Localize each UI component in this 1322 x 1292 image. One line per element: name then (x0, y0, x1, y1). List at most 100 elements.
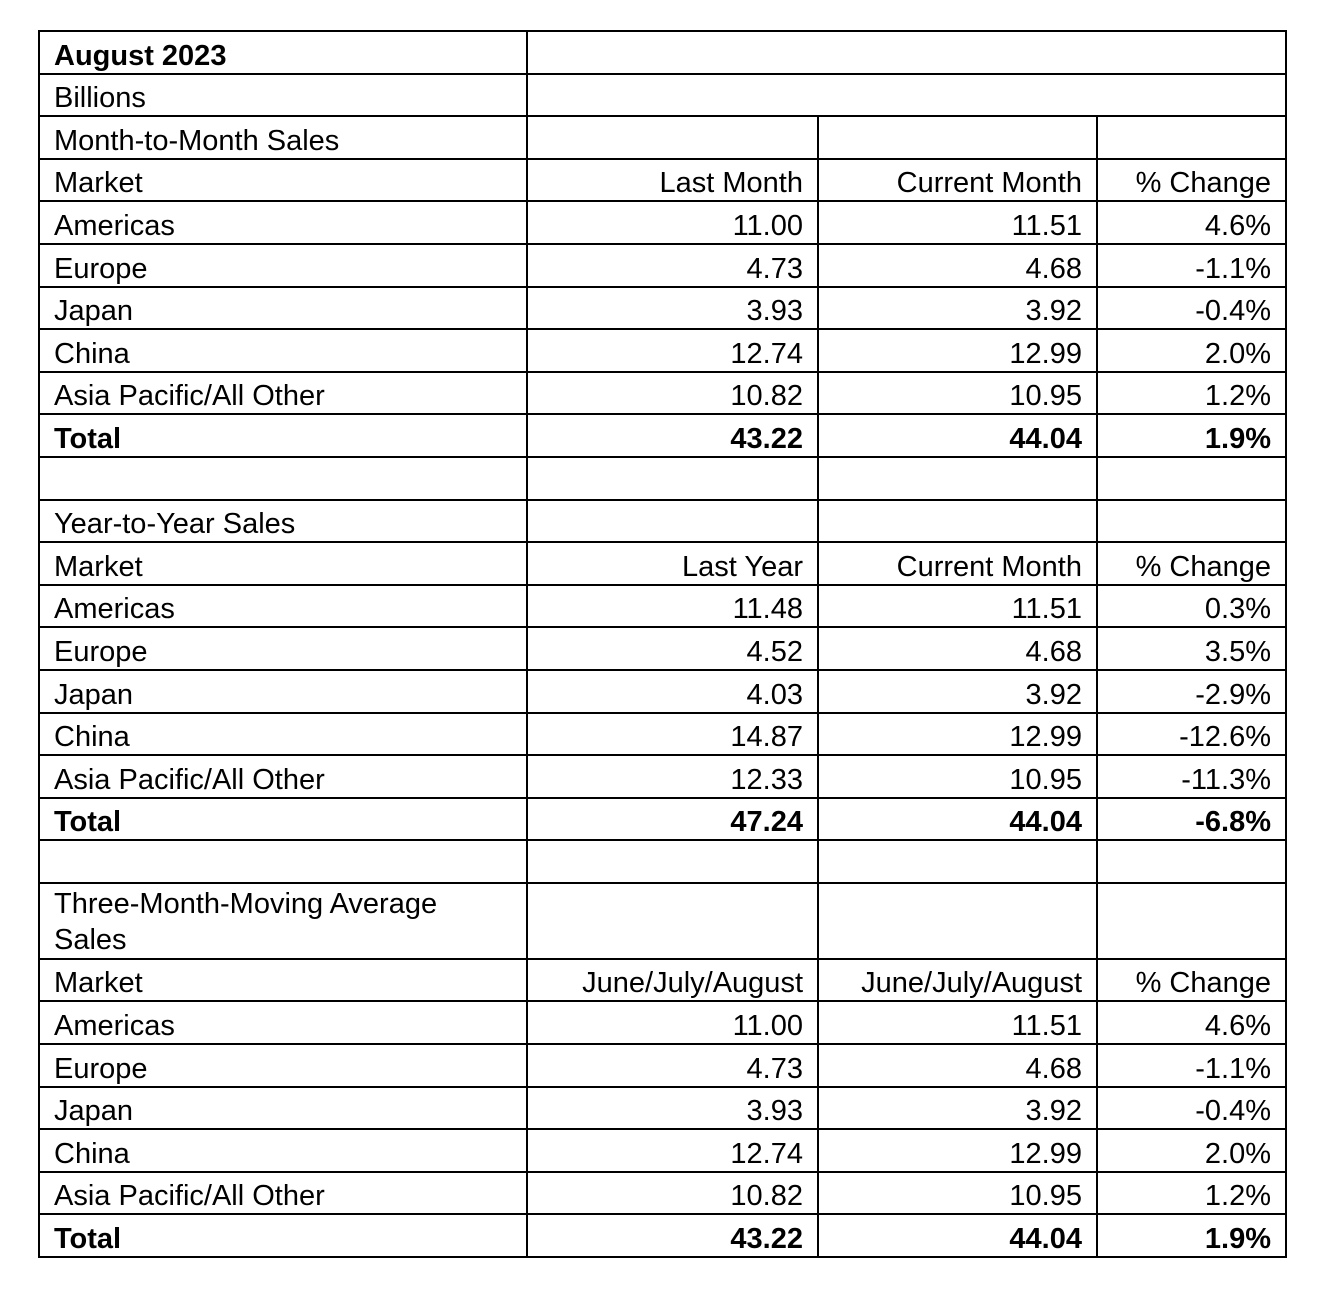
current-period-header: June/July/August (817, 957, 1098, 1003)
prior-value-cell: 4.73 (526, 1043, 819, 1088)
percent-change-header: % Change (1096, 957, 1287, 1003)
current-value-cell: 4.68 (817, 1043, 1098, 1088)
blank-cell (526, 839, 819, 884)
sales-table: August 2023 Billions Month-to-Month Sale… (38, 30, 1287, 1259)
table-row: Europe 4.52 4.68 3.5% (38, 626, 1287, 671)
prior-value-cell: 14.87 (526, 711, 819, 757)
percent-change-cell: 2.0% (1096, 1128, 1287, 1173)
percent-change-cell: -2.9% (1096, 668, 1287, 714)
current-period-header: Current Month (817, 541, 1098, 586)
total-percent-change: -6.8% (1096, 796, 1287, 842)
percent-change-header: % Change (1096, 541, 1287, 586)
blank-cell (526, 498, 819, 544)
table-row: Americas 11.00 11.51 4.6% (38, 1000, 1287, 1046)
market-header: Market (38, 157, 528, 203)
prior-value-cell: 4.73 (526, 242, 819, 288)
total-prior-value: 47.24 (526, 796, 819, 842)
table-row: Americas 11.48 11.51 0.3% (38, 583, 1287, 629)
total-label: Total (38, 796, 528, 842)
section-title-row: Month-to-Month Sales (38, 115, 1287, 160)
prior-value-cell: 4.52 (526, 626, 819, 671)
market-name-cell: Asia Pacific/All Other (38, 754, 528, 799)
table-row: Europe 4.73 4.68 -1.1% (38, 1043, 1287, 1088)
table-row: China 14.87 12.99 -12.6% (38, 711, 1287, 757)
total-prior-value: 43.22 (526, 413, 819, 458)
market-name-cell: Japan (38, 668, 528, 714)
section-title: Three-Month-Moving Average Sales (38, 881, 528, 960)
current-value-cell: 10.95 (817, 1170, 1098, 1216)
market-name-cell: Americas (38, 200, 528, 245)
total-prior-value: 43.22 (526, 1213, 819, 1259)
total-label: Total (38, 1213, 528, 1259)
prior-value-cell: 10.82 (526, 370, 819, 416)
current-value-cell: 3.92 (817, 1085, 1098, 1131)
blank-cell (1096, 881, 1287, 960)
section-title: Year-to-Year Sales (38, 498, 528, 544)
table-row: Japan 3.93 3.92 -0.4% (38, 285, 1287, 331)
total-row: Total 43.22 44.04 1.9% (38, 413, 1287, 458)
market-name-cell: Americas (38, 1000, 528, 1046)
prior-value-cell: 11.48 (526, 583, 819, 629)
current-value-cell: 3.92 (817, 285, 1098, 331)
current-value-cell: 10.95 (817, 754, 1098, 799)
total-row: Total 43.22 44.04 1.9% (38, 1213, 1287, 1259)
table-row: Europe 4.73 4.68 -1.1% (38, 242, 1287, 288)
market-name-cell: Japan (38, 285, 528, 331)
market-name-cell: Asia Pacific/All Other (38, 370, 528, 416)
percent-change-cell: 0.3% (1096, 583, 1287, 629)
current-period-header: Current Month (817, 157, 1098, 203)
current-value-cell: 11.51 (817, 1000, 1098, 1046)
prior-value-cell: 3.93 (526, 285, 819, 331)
prior-period-header: June/July/August (526, 957, 819, 1003)
market-name-cell: Europe (38, 626, 528, 671)
current-value-cell: 12.99 (817, 711, 1098, 757)
table-row: Asia Pacific/All Other 12.33 10.95 -11.3% (38, 754, 1287, 799)
table-row: Americas 11.00 11.51 4.6% (38, 200, 1287, 245)
current-value-cell: 11.51 (817, 200, 1098, 245)
table-row: Asia Pacific/All Other 10.82 10.95 1.2% (38, 370, 1287, 416)
blank-cell (526, 72, 1287, 118)
table-row: Japan 3.93 3.92 -0.4% (38, 1085, 1287, 1131)
blank-cell (817, 839, 1098, 884)
prior-value-cell: 11.00 (526, 1000, 819, 1046)
percent-change-cell: 1.2% (1096, 370, 1287, 416)
percent-change-cell: -11.3% (1096, 754, 1287, 799)
current-value-cell: 11.51 (817, 583, 1098, 629)
blank-cell (38, 839, 528, 884)
blank-cell (38, 455, 528, 501)
market-name-cell: Europe (38, 1043, 528, 1088)
units-label: Billions (38, 72, 528, 118)
column-header-row: Market June/July/August June/July/August% … (38, 957, 1287, 1003)
market-name-cell: China (38, 711, 528, 757)
column-header-row: Market Last Month Current Month% Change (38, 157, 1287, 203)
prior-period-header: Last Year (526, 541, 819, 586)
market-name-cell: Japan (38, 1085, 528, 1131)
market-name-cell: Europe (38, 242, 528, 288)
section-title: Month-to-Month Sales (38, 115, 528, 160)
percent-change-cell: 4.6% (1096, 1000, 1287, 1046)
market-name-cell: Americas (38, 583, 528, 629)
percent-change-cell: -1.1% (1096, 242, 1287, 288)
market-header: Market (38, 541, 528, 586)
prior-value-cell: 11.00 (526, 200, 819, 245)
total-current-value: 44.04 (817, 796, 1098, 842)
blank-cell (1096, 839, 1287, 884)
current-value-cell: 3.92 (817, 668, 1098, 714)
prior-period-header: Last Month (526, 157, 819, 203)
section-title-row: Year-to-Year Sales (38, 498, 1287, 544)
column-header-row: Market Last Year Current Month% Change (38, 541, 1287, 586)
percent-change-cell: 4.6% (1096, 200, 1287, 245)
prior-value-cell: 12.33 (526, 754, 819, 799)
prior-value-cell: 10.82 (526, 1170, 819, 1216)
blank-cell (817, 455, 1098, 501)
percent-change-cell: -12.6% (1096, 711, 1287, 757)
percent-change-cell: -1.1% (1096, 1043, 1287, 1088)
report-title-row: August 2023 (38, 30, 1287, 75)
market-name-cell: China (38, 1128, 528, 1173)
sales-table-body: August 2023 Billions Month-to-Month Sale… (38, 30, 1287, 1259)
prior-value-cell: 3.93 (526, 1085, 819, 1131)
blank-cell (817, 881, 1098, 960)
current-value-cell: 12.99 (817, 328, 1098, 373)
total-percent-change: 1.9% (1096, 1213, 1287, 1259)
blank-cell (1096, 455, 1287, 501)
